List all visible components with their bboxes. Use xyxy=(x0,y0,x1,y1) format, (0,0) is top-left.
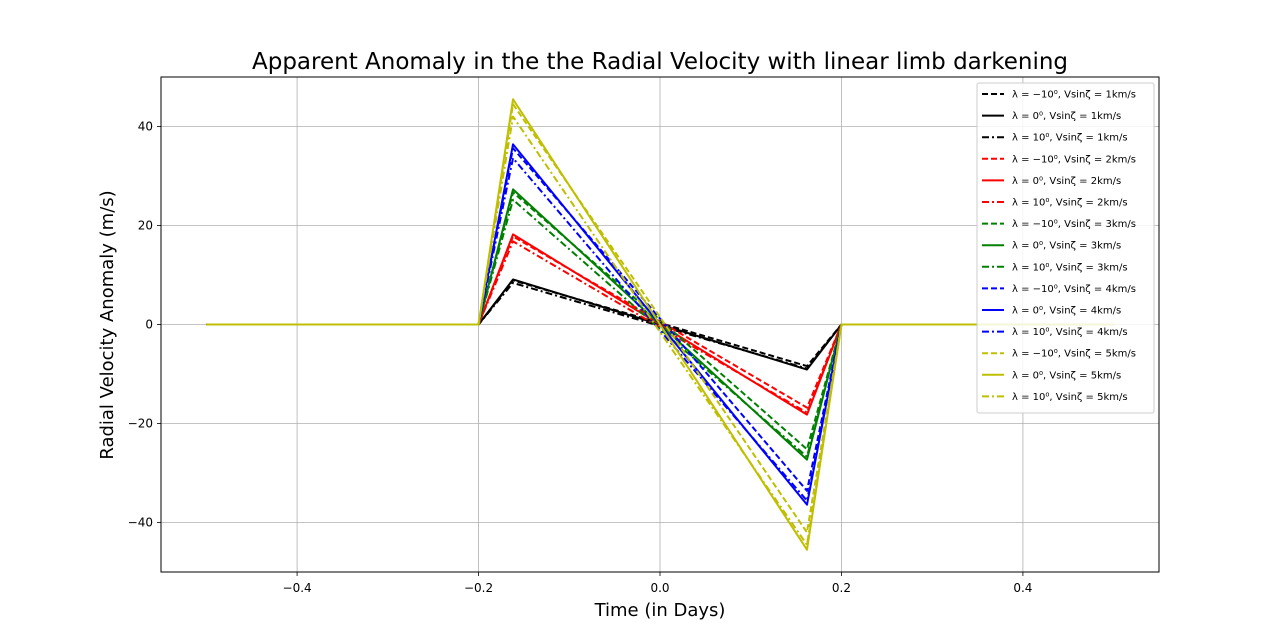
legend: λ = −10⁰, Vsinζ = 1km/s λ = 0⁰, Vsinζ = 1… xyxy=(976,82,1155,414)
y-tick-label: 0 xyxy=(145,318,153,332)
axis-ticks: −0.4 −0.2 0.0 0.2 0.4 −40 −20 0 20 40 xyxy=(128,120,1033,596)
legend-label: λ = −10⁰, Vsinζ = 4km/s xyxy=(1012,284,1136,295)
legend-label: λ = 10⁰, Vsinζ = 3km/s xyxy=(1012,262,1128,273)
legend-label: λ = −10⁰, Vsinζ = 5km/s xyxy=(1012,349,1136,360)
x-tick-label: 0.2 xyxy=(832,581,851,595)
series-line-15 xyxy=(206,115,1114,546)
x-axis-title: Time (in Days) xyxy=(594,600,726,621)
legend-label: λ = 10⁰, Vsinζ = 1km/s xyxy=(1012,133,1128,144)
legend-label: λ = 10⁰, Vsinζ = 2km/s xyxy=(1012,198,1128,209)
legend-label: λ = −10⁰, Vsinζ = 3km/s xyxy=(1012,219,1136,230)
legend-label: λ = 0⁰, Vsinζ = 1km/s xyxy=(1012,111,1121,122)
series-lines xyxy=(206,98,1114,551)
y-tick-label: −20 xyxy=(128,417,153,431)
y-tick-label: 40 xyxy=(138,120,153,134)
legend-label: λ = 0⁰, Vsinζ = 2km/s xyxy=(1012,176,1121,187)
legend-label: λ = −10⁰, Vsinζ = 2km/s xyxy=(1012,154,1136,165)
y-axis-title: Radial Velocity Anomaly (m/s) xyxy=(97,190,118,459)
y-tick-label: −40 xyxy=(128,516,153,530)
legend-label: λ = 10⁰, Vsinζ = 4km/s xyxy=(1012,327,1128,338)
legend-label: λ = 0⁰, Vsinζ = 4km/s xyxy=(1012,306,1121,317)
legend-label: λ = 0⁰, Vsinζ = 5km/s xyxy=(1012,370,1121,381)
x-tick-label: 0.4 xyxy=(1013,581,1032,595)
chart-title: Apparent Anomaly in the the Radial Veloc… xyxy=(252,49,1068,75)
legend-box xyxy=(976,82,1155,414)
y-tick-label: 20 xyxy=(138,219,153,233)
x-tick-label: 0.0 xyxy=(650,581,669,595)
legend-label: λ = 0⁰, Vsinζ = 3km/s xyxy=(1012,241,1121,252)
x-tick-label: −0.4 xyxy=(283,581,312,595)
x-tick-label: −0.2 xyxy=(464,581,493,595)
legend-label: λ = −10⁰, Vsinζ = 1km/s xyxy=(1012,90,1136,101)
legend-label: λ = 10⁰, Vsinζ = 5km/s xyxy=(1012,392,1128,403)
